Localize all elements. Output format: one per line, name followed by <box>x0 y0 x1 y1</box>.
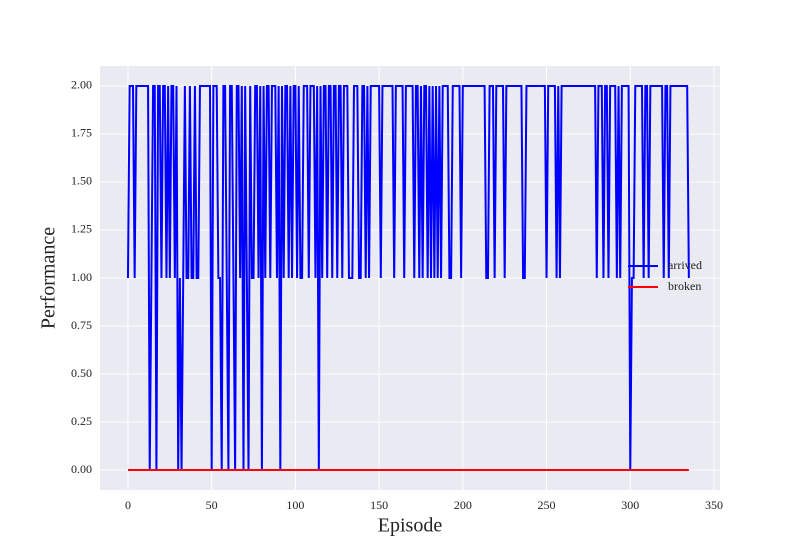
y-tick-label: 0.75 <box>71 318 92 332</box>
x-tick-label: 150 <box>370 498 388 512</box>
y-tick-label: 1.00 <box>71 270 92 284</box>
line <box>126 84 690 471</box>
y-tick-label: 0.50 <box>71 366 92 380</box>
x-tick-label: 50 <box>206 498 218 512</box>
x-tick-label: 200 <box>454 498 472 512</box>
x-tick-label: 0 <box>125 498 131 512</box>
y-tick-label: 1.25 <box>71 222 92 236</box>
legend-label: arrived <box>668 258 702 272</box>
x-tick-label: 250 <box>538 498 556 512</box>
legend-label: broken <box>668 279 701 293</box>
x-tick-label: 350 <box>705 498 723 512</box>
y-tick-label: 0.25 <box>71 414 92 428</box>
x-tick-label: 300 <box>621 498 639 512</box>
y-axis-label: Performance <box>38 227 60 329</box>
x-tick-label: 100 <box>286 498 304 512</box>
y-tick-label: 0.00 <box>71 462 92 476</box>
y-tick-label: 2.00 <box>71 78 92 92</box>
y-tick-label: 1.75 <box>71 126 92 140</box>
y-tick-label: 1.50 <box>71 174 92 188</box>
x-axis-label: Episode <box>378 515 443 537</box>
